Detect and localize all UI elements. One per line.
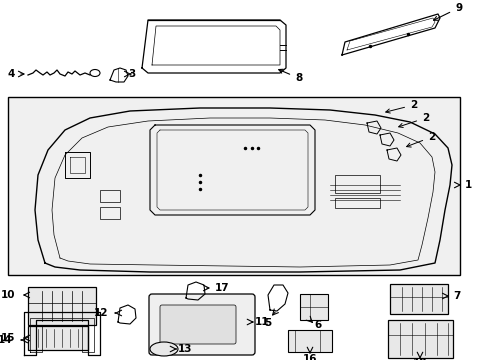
Bar xyxy=(28,326,88,350)
Bar xyxy=(287,330,331,352)
FancyBboxPatch shape xyxy=(160,305,236,344)
Bar xyxy=(387,320,452,358)
Text: 1: 1 xyxy=(464,180,471,190)
Text: 9: 9 xyxy=(433,3,461,20)
Text: 11: 11 xyxy=(254,317,269,327)
Text: 2: 2 xyxy=(406,132,434,147)
FancyBboxPatch shape xyxy=(149,294,254,355)
Text: 7: 7 xyxy=(452,291,459,301)
Bar xyxy=(334,198,379,208)
Text: 16: 16 xyxy=(302,354,317,360)
Text: 5: 5 xyxy=(264,318,271,328)
Ellipse shape xyxy=(90,69,100,77)
Text: 14: 14 xyxy=(0,335,12,345)
Text: 13: 13 xyxy=(178,344,192,354)
Bar xyxy=(389,284,447,314)
Text: 10: 10 xyxy=(0,290,15,300)
Bar xyxy=(100,190,120,202)
Text: 15: 15 xyxy=(0,333,15,343)
Bar xyxy=(334,175,379,193)
Text: 6: 6 xyxy=(313,320,321,330)
Bar xyxy=(100,207,120,219)
Text: 2: 2 xyxy=(398,113,428,127)
Ellipse shape xyxy=(150,342,178,356)
Text: 12: 12 xyxy=(93,308,108,318)
Bar xyxy=(8,97,459,275)
Text: 17: 17 xyxy=(215,283,229,293)
Text: 3: 3 xyxy=(128,69,136,79)
Text: 18: 18 xyxy=(412,358,427,360)
Bar xyxy=(28,287,96,325)
Bar xyxy=(299,294,327,320)
Text: 8: 8 xyxy=(278,69,302,83)
Text: 2: 2 xyxy=(385,100,416,113)
Text: 4: 4 xyxy=(8,69,15,79)
